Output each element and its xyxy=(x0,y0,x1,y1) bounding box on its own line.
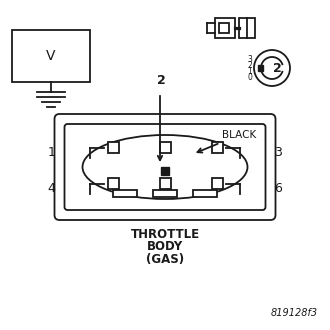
Text: V: V xyxy=(46,49,56,63)
Text: 0: 0 xyxy=(247,74,252,82)
Ellipse shape xyxy=(82,135,248,199)
Bar xyxy=(212,178,222,189)
Text: 2: 2 xyxy=(247,61,252,71)
Text: 6: 6 xyxy=(275,182,282,195)
Bar xyxy=(159,178,171,189)
Bar xyxy=(258,65,263,71)
Bar xyxy=(239,18,255,38)
Bar xyxy=(153,190,177,197)
Text: 4: 4 xyxy=(48,182,55,195)
Text: 2: 2 xyxy=(273,61,281,75)
Text: 3: 3 xyxy=(275,147,282,159)
Bar xyxy=(193,190,217,197)
Bar xyxy=(212,142,222,153)
Bar xyxy=(12,30,90,82)
Text: BLACK: BLACK xyxy=(197,130,256,152)
Bar xyxy=(219,23,229,33)
FancyBboxPatch shape xyxy=(64,124,266,210)
Text: 1: 1 xyxy=(48,147,55,159)
Text: (GAS): (GAS) xyxy=(146,252,184,266)
FancyBboxPatch shape xyxy=(54,114,276,220)
Bar xyxy=(108,178,118,189)
Text: 3: 3 xyxy=(247,55,252,64)
Text: 2: 2 xyxy=(157,74,165,87)
Text: 819128f3: 819128f3 xyxy=(271,308,318,318)
Text: BODY: BODY xyxy=(147,241,183,253)
Text: 1: 1 xyxy=(247,68,252,77)
Bar xyxy=(159,142,171,153)
Bar xyxy=(161,167,169,175)
Bar xyxy=(215,18,235,38)
Circle shape xyxy=(254,50,290,86)
Bar xyxy=(113,190,137,197)
Bar xyxy=(108,142,118,153)
Text: THROTTLE: THROTTLE xyxy=(130,228,200,242)
